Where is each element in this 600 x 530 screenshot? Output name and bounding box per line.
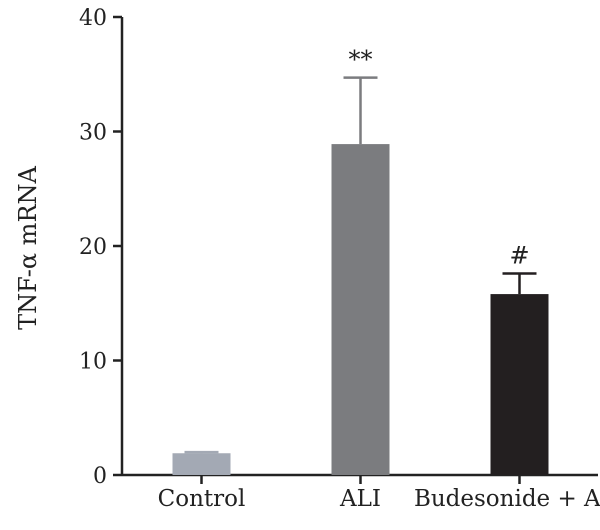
- x-tick-label: Control: [158, 486, 246, 512]
- y-tick-label: 10: [79, 350, 107, 375]
- x-tick-label: ALI: [339, 486, 381, 512]
- y-tick-label: 20: [79, 235, 107, 260]
- y-tick-label: 40: [79, 6, 107, 31]
- y-tick-label: 0: [93, 464, 107, 489]
- y-axis-label: TNF-α mRNA: [14, 165, 42, 329]
- bars: ** #: [172, 46, 549, 475]
- bar: [172, 453, 231, 475]
- axes: 0 10 20 30 40 Control ALI Budesonide + ALI: [79, 6, 600, 512]
- significance-label: #: [509, 241, 529, 269]
- y-tick-label: 30: [79, 121, 107, 146]
- bar: [331, 144, 390, 475]
- significance-label: **: [349, 46, 373, 74]
- x-tick-label: Budesonide + ALI: [414, 486, 600, 512]
- bar: [490, 294, 549, 475]
